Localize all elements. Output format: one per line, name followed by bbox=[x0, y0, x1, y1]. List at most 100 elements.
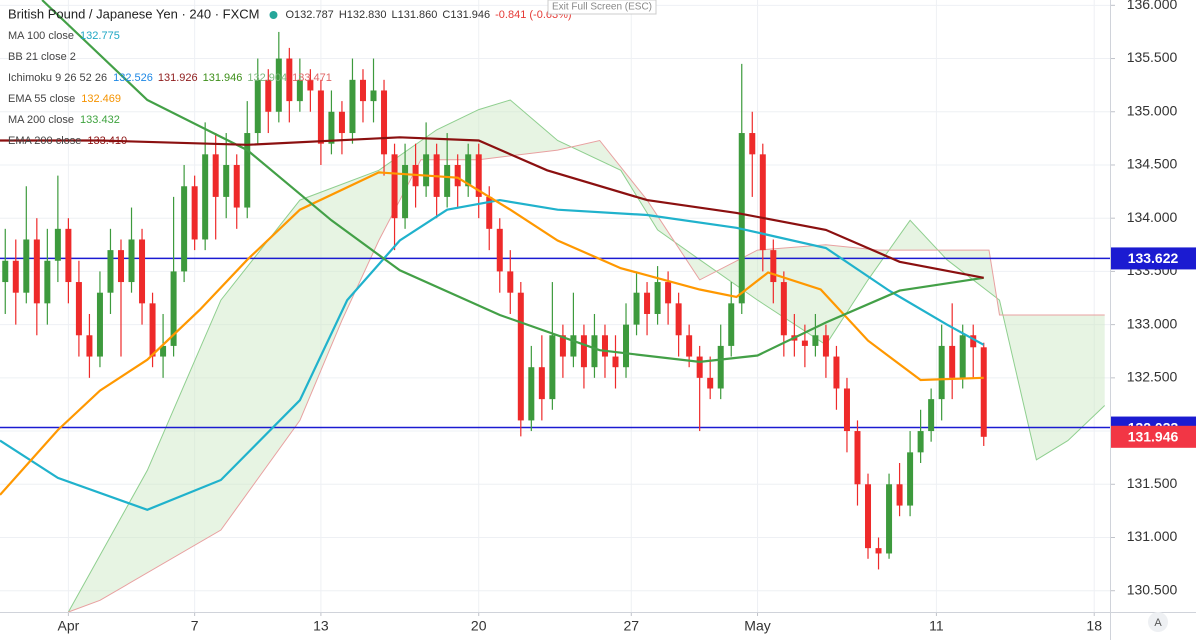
candle-body bbox=[686, 335, 693, 357]
candle-body bbox=[181, 186, 188, 272]
y-tick-label: 132.500 bbox=[1127, 369, 1178, 385]
candle-body bbox=[675, 303, 682, 336]
candle-body bbox=[559, 335, 566, 357]
candle-body bbox=[538, 367, 545, 400]
exit-label[interactable]: Exit Full Screen (ESC) bbox=[552, 2, 652, 13]
candle-body bbox=[244, 133, 251, 208]
ma-line bbox=[0, 171, 984, 496]
indicator-value: 131.946 bbox=[203, 72, 243, 84]
x-tick-label: 11 bbox=[929, 618, 944, 634]
indicator-label: MA 200 close bbox=[8, 114, 74, 126]
status-dot bbox=[269, 11, 278, 19]
candle-body bbox=[865, 484, 872, 549]
candle-body bbox=[149, 303, 156, 357]
candle-body bbox=[812, 335, 819, 346]
candle-body bbox=[381, 90, 388, 155]
candle-body bbox=[980, 347, 987, 437]
x-tick-label: 13 bbox=[313, 618, 329, 634]
candle-body bbox=[33, 239, 40, 304]
indicator-value: 133.432 bbox=[80, 114, 120, 126]
candle-body bbox=[591, 335, 598, 368]
candle-body bbox=[160, 345, 167, 357]
candle-body bbox=[265, 79, 272, 112]
ma-line bbox=[0, 136, 984, 279]
candle-body bbox=[938, 345, 945, 400]
candle-body bbox=[223, 164, 230, 197]
candle-body bbox=[665, 282, 672, 304]
candle-body bbox=[612, 356, 619, 368]
candle-body bbox=[307, 79, 314, 91]
scale-button[interactable] bbox=[1148, 612, 1168, 632]
candle-body bbox=[296, 79, 303, 102]
candle-body bbox=[623, 324, 630, 368]
candle-body bbox=[801, 340, 808, 346]
candle-body bbox=[465, 154, 472, 187]
candle-body bbox=[286, 58, 293, 102]
indicator-value: 132.904 bbox=[247, 72, 287, 84]
y-tick-label: 131.500 bbox=[1127, 475, 1178, 491]
candle-body bbox=[959, 335, 966, 378]
symbol-title: British Pound / Japanese Yen · 240 · FXC… bbox=[8, 6, 259, 21]
indicator-label: BB 21 close 2 bbox=[8, 51, 76, 63]
x-tick-label: 7 bbox=[191, 618, 199, 634]
candle-body bbox=[886, 484, 893, 554]
candle-body bbox=[12, 260, 19, 293]
y-tick-label: 130.500 bbox=[1127, 581, 1178, 597]
candle-body bbox=[254, 79, 261, 134]
candle-body bbox=[717, 345, 724, 389]
candle-body bbox=[370, 90, 377, 102]
candle-body bbox=[402, 164, 409, 219]
indicator-value: 132.775 bbox=[80, 30, 120, 42]
x-tick-label: 18 bbox=[1086, 618, 1102, 634]
candle-body bbox=[107, 250, 114, 293]
x-tick-label: 20 bbox=[471, 618, 487, 634]
candle-body bbox=[486, 196, 493, 229]
candle-body bbox=[507, 271, 514, 293]
candle-body bbox=[749, 133, 756, 155]
ma-line bbox=[41, 0, 984, 364]
candle-body bbox=[75, 282, 82, 336]
indicator-value: 131.926 bbox=[158, 72, 198, 84]
scale-button-icon[interactable]: A bbox=[1154, 617, 1162, 629]
candle-body bbox=[780, 282, 787, 336]
ichimoku-cloud bbox=[68, 100, 1105, 612]
ichimoku-span-b bbox=[68, 139, 1105, 613]
candle-body bbox=[423, 154, 430, 187]
candle-body bbox=[949, 345, 956, 378]
indicator-value: 133.471 bbox=[292, 72, 332, 84]
candle-body bbox=[2, 260, 9, 283]
candle-body bbox=[65, 228, 72, 283]
price-line-label: 133.622 bbox=[1128, 250, 1179, 266]
exit-button[interactable] bbox=[547, 0, 657, 15]
candle-body bbox=[601, 335, 608, 357]
x-tick-label: 27 bbox=[623, 618, 639, 634]
candle-body bbox=[833, 356, 840, 389]
y-tick-label: 134.000 bbox=[1127, 209, 1178, 225]
candle-body bbox=[528, 367, 535, 421]
candle-body bbox=[454, 164, 461, 187]
x-tick-label: May bbox=[744, 618, 770, 634]
candle-body bbox=[191, 186, 198, 240]
candle-body bbox=[86, 335, 93, 357]
candle-body bbox=[570, 335, 577, 357]
last-price-label: 131.946 bbox=[1128, 429, 1179, 445]
price-line-tag bbox=[1111, 247, 1196, 270]
candle-body bbox=[54, 228, 61, 261]
ohlc-value: L131.860 bbox=[392, 9, 438, 21]
candle-body bbox=[275, 58, 282, 112]
ohlc-value: H132.830 bbox=[339, 9, 387, 21]
indicator-value: 132.526 bbox=[113, 72, 153, 84]
x-tick-label: Apr bbox=[57, 618, 79, 634]
candle-body bbox=[317, 90, 324, 144]
candle-body bbox=[44, 260, 51, 304]
candle-body bbox=[117, 250, 124, 283]
candle-body bbox=[738, 133, 745, 304]
candle-body bbox=[928, 399, 935, 432]
indicator-label: MA 100 close bbox=[8, 30, 74, 42]
indicator-label: EMA 200 close bbox=[8, 135, 81, 147]
candle-body bbox=[580, 335, 587, 368]
candle-body bbox=[202, 154, 209, 240]
candle-body bbox=[728, 303, 735, 346]
